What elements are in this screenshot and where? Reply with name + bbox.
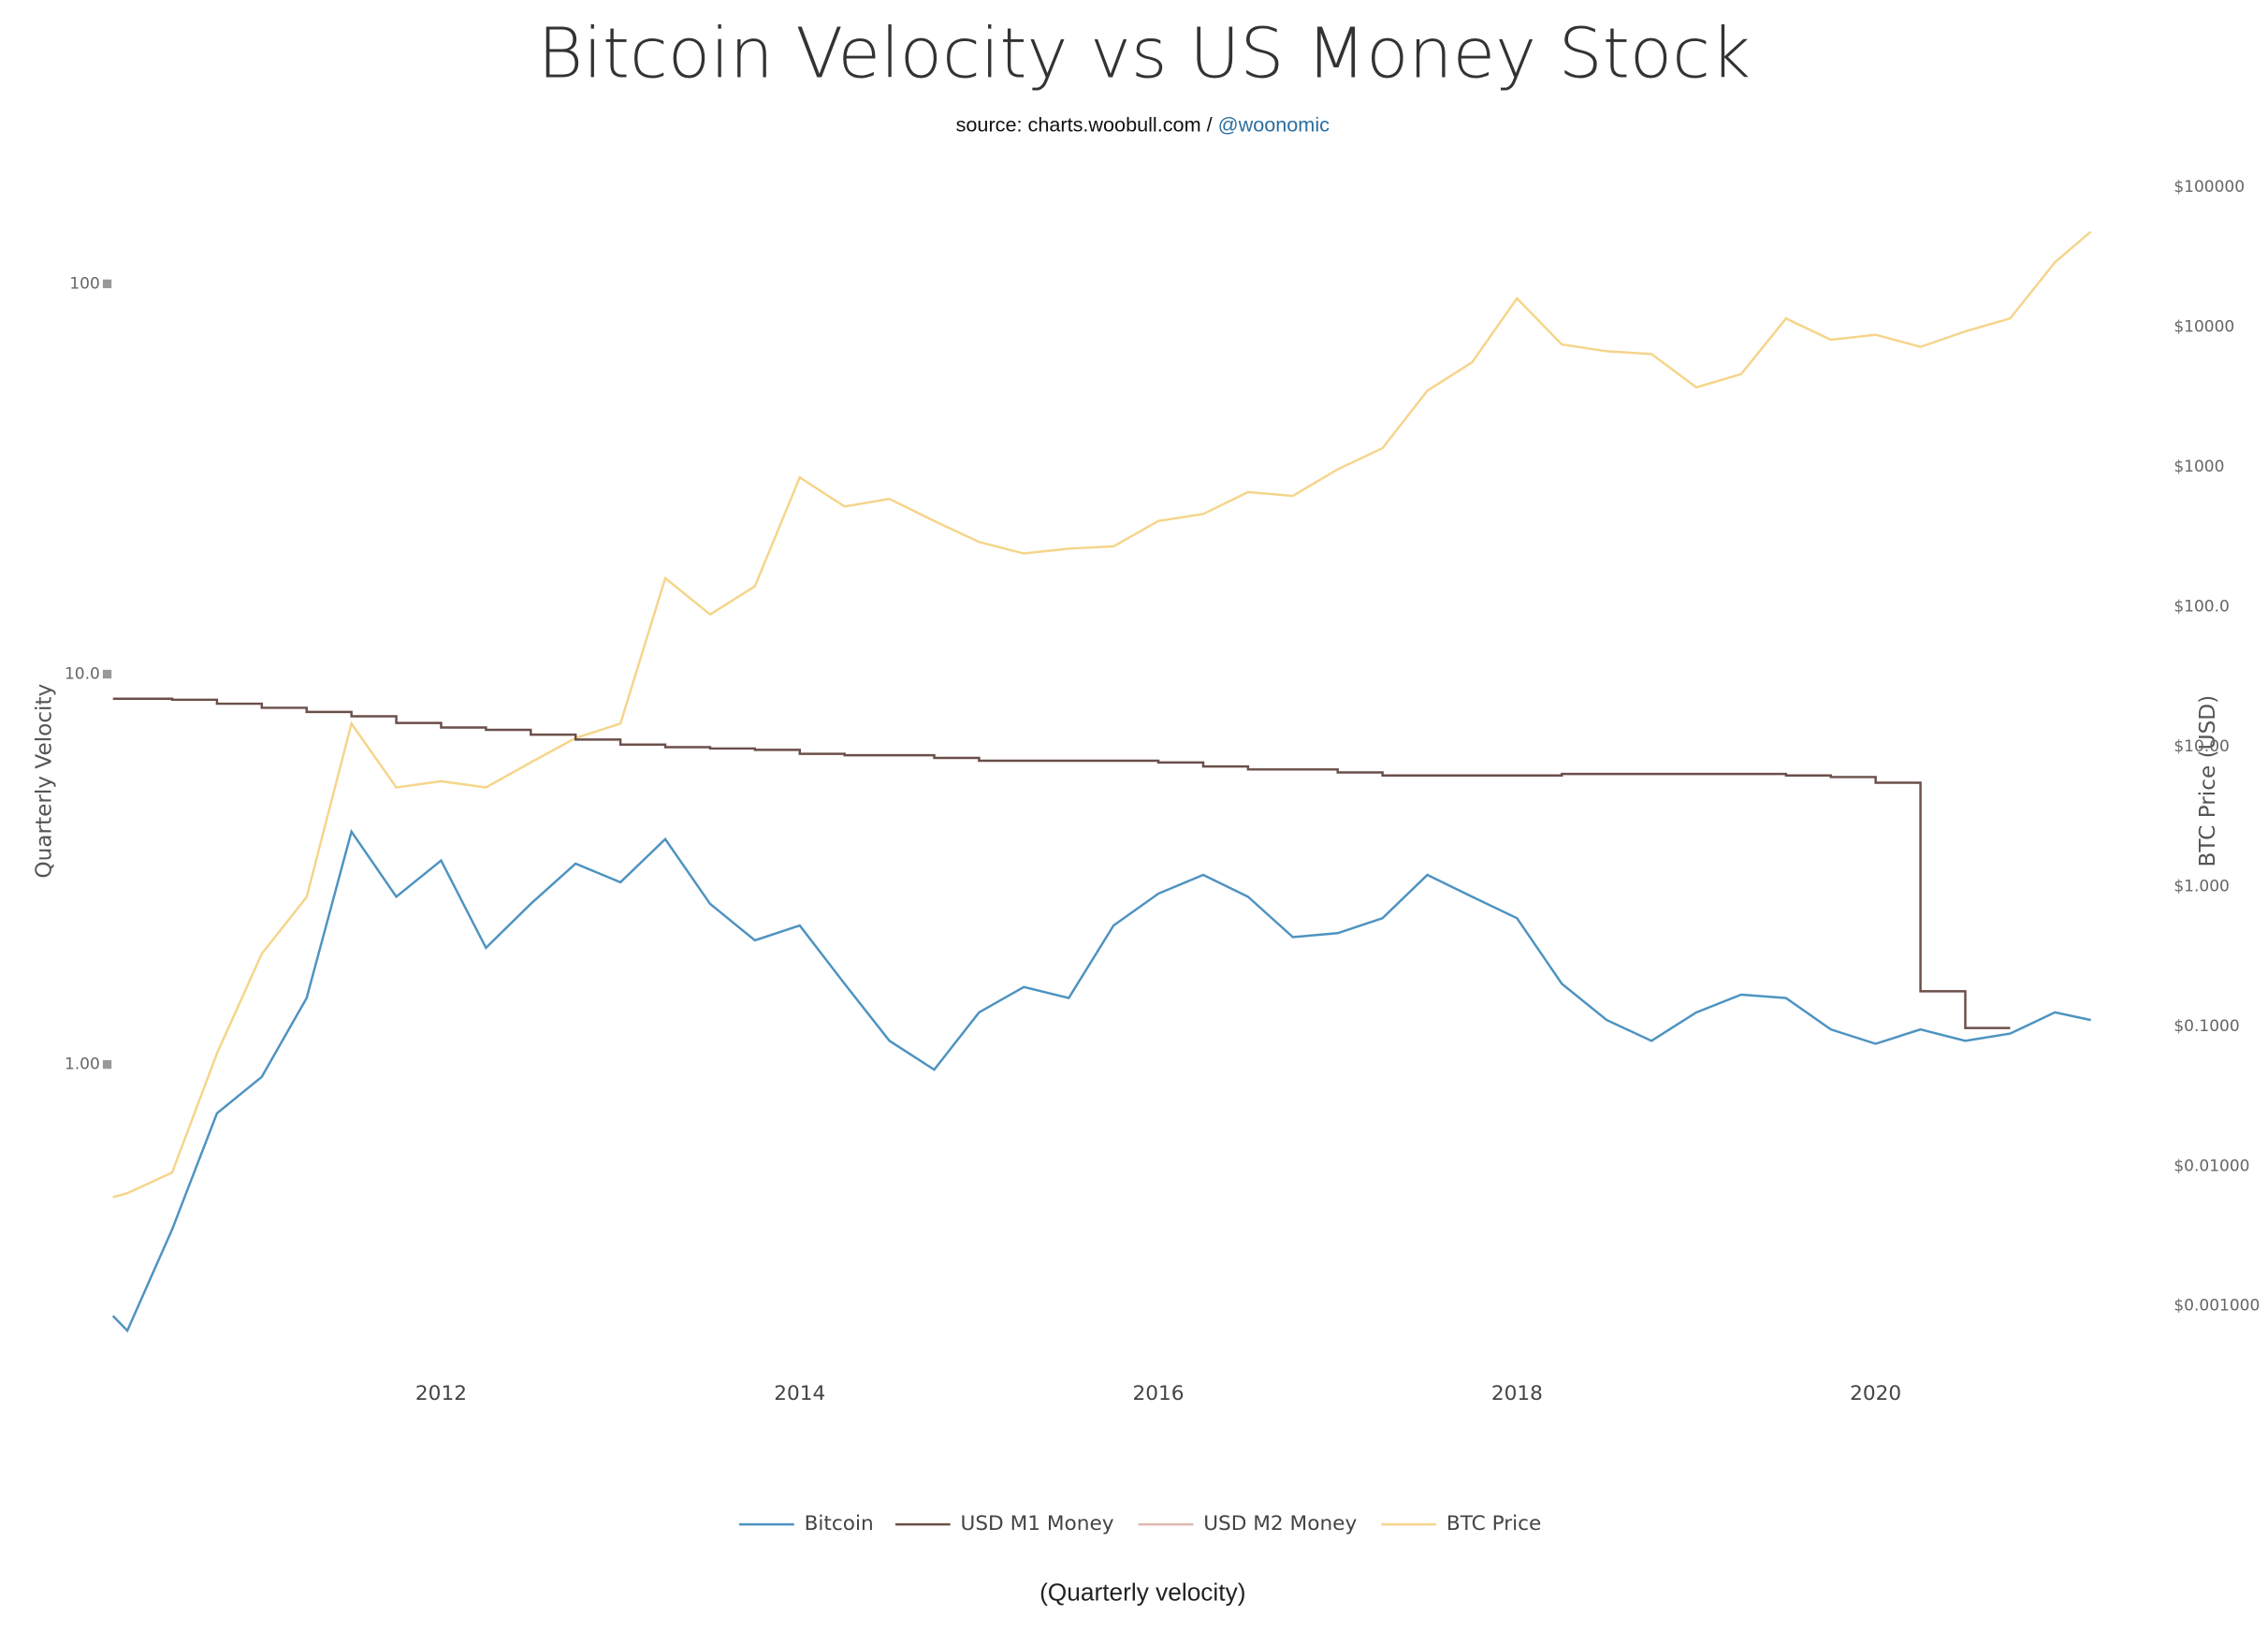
subtitle: source: charts.woobull.com / @woonomic [956,112,1330,136]
legend-label[interactable]: USD M2 Money [1203,1512,1357,1535]
y2-tick-label: $100000 [2174,178,2245,196]
legend-label[interactable]: Bitcoin [805,1512,874,1535]
y2-tick-label: $0.1000 [2174,1017,2239,1036]
footer: (Quarterly velocity) [1040,1578,1245,1606]
y2-tick-label: $0.01000 [2174,1157,2249,1175]
y2-tick-label: $10.00 [2174,737,2229,756]
y2-tick-label: $1.000 [2174,877,2229,895]
x-tick-label: 2016 [1133,1382,1185,1405]
y2-axis-title: BTC Price (USD) [2195,695,2220,867]
y2-tick-label: $1000 [2174,458,2224,476]
y-tick-mark [102,1060,112,1070]
y-axis-title: Quarterly Velocity [32,683,57,878]
y-tick-mark [102,279,112,288]
series-line [112,230,2092,1199]
y2-tick-label: $10000 [2174,317,2234,336]
y2-tick-label: $100.0 [2174,597,2229,616]
x-tick-label: 2020 [1850,1382,1901,1405]
legend-label[interactable]: BTC Price [1447,1512,1542,1535]
y-tick-label: 10.0 [65,664,100,683]
x-tick-label: 2012 [415,1382,467,1405]
y-tick-mark [102,669,112,679]
subtitle-handle[interactable]: @woonomic [1218,112,1330,136]
series-line [111,828,2091,1333]
subtitle-source: source: charts.woobull.com / [956,112,1218,136]
chart-title: Bitcoin Velocity vs US Money Stock [538,13,1751,94]
x-tick-label: 2014 [774,1382,825,1405]
x-tick-label: 2018 [1491,1382,1543,1405]
legend-label[interactable]: USD M1 Money [961,1512,1114,1535]
y-tick-label: 100 [69,274,99,293]
y-tick-label: 1.00 [65,1055,100,1074]
series-line [112,697,2011,1029]
y2-tick-label: $0.001000 [2174,1297,2260,1316]
